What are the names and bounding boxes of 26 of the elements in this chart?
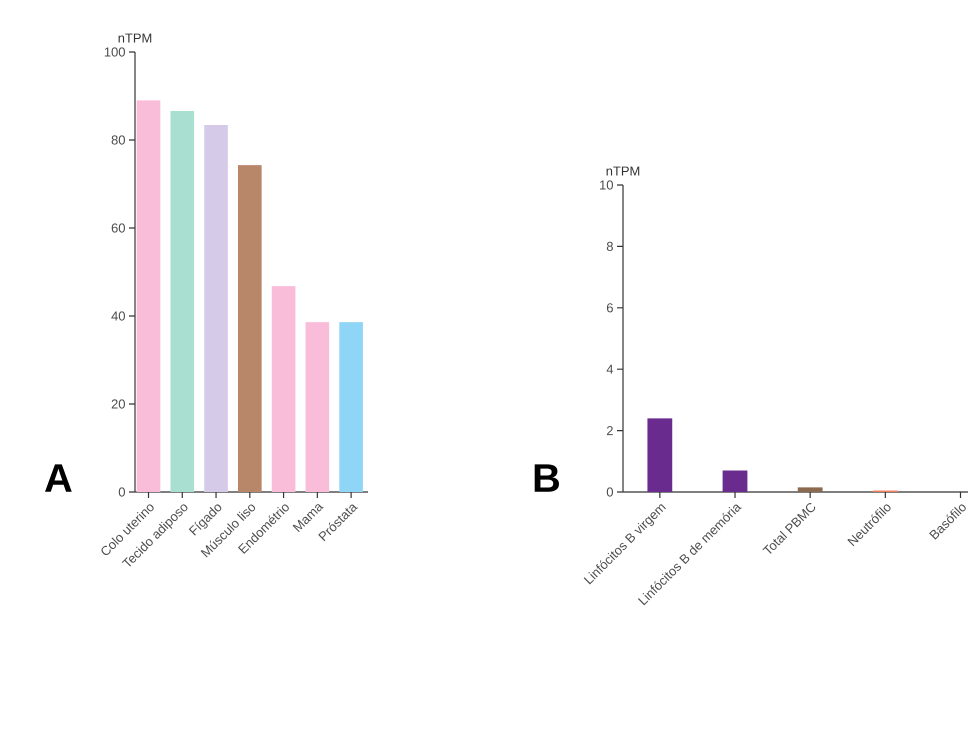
y-tick-label: 100 (104, 47, 125, 57)
bar (306, 322, 330, 492)
bar (272, 286, 296, 492)
bar (136, 100, 160, 492)
bar (339, 322, 363, 492)
y-tick-label: 20 (112, 399, 125, 409)
y-tick-label: 40 (111, 311, 125, 321)
bar (647, 418, 672, 492)
y-tick-label: 4 (606, 364, 614, 374)
y-tick-label: 80 (112, 135, 125, 145)
bar (170, 110, 194, 492)
bar (722, 470, 748, 492)
y-tick-label: 6 (606, 303, 613, 312)
y-tick-label: 0 (118, 487, 125, 497)
y-axis-title: nTPM (118, 34, 152, 42)
text: A (45, 464, 72, 492)
bar (798, 487, 823, 492)
y-tick-label: 8 (606, 242, 613, 251)
text: B (534, 464, 559, 492)
y-tick-label: 10 (600, 180, 613, 190)
y-axis-title: nTPM (606, 166, 640, 176)
bar (204, 125, 228, 492)
bar (238, 165, 262, 492)
y-tick-label: 0 (606, 487, 613, 497)
y-tick-label: 2 (606, 426, 613, 436)
y-tick-label: 60 (112, 223, 125, 233)
